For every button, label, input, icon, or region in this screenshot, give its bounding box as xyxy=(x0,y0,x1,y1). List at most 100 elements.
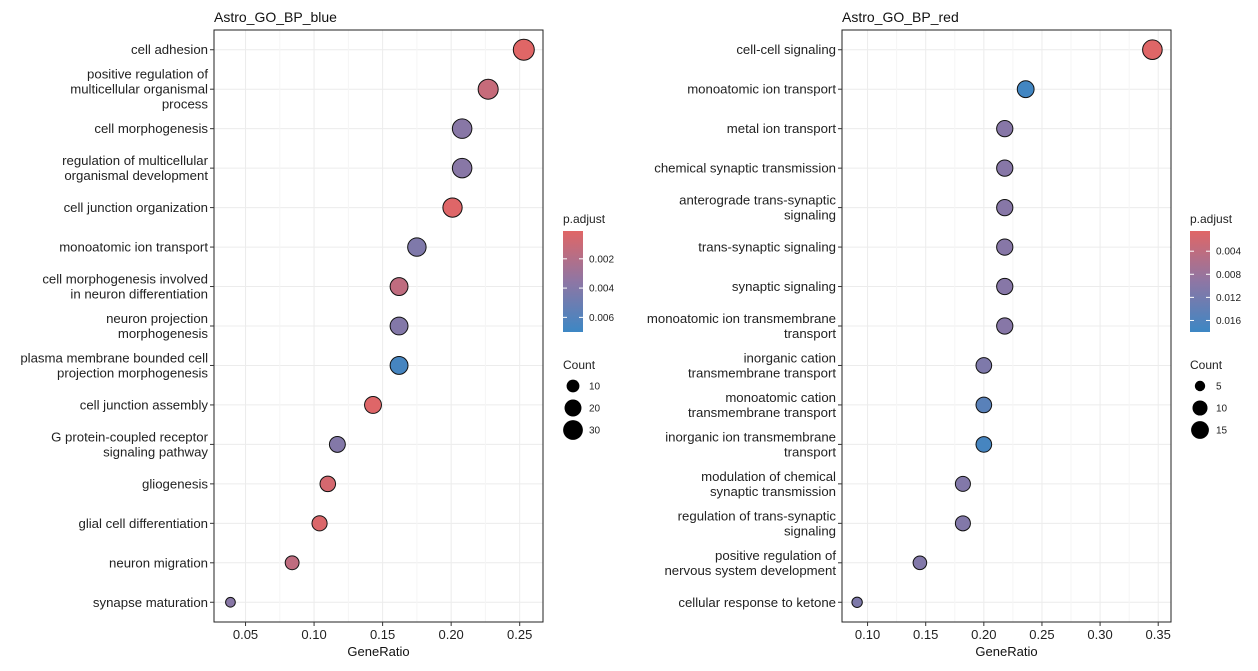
data-point xyxy=(1016,80,1035,99)
size-legend-label: 30 xyxy=(589,426,601,437)
data-point xyxy=(442,197,463,218)
y-tick-label: regulation of multicellular organismal de… xyxy=(62,153,208,183)
x-tick-label: 0.30 xyxy=(1087,627,1112,642)
data-point xyxy=(996,277,1014,296)
data-point xyxy=(996,317,1014,335)
data-point xyxy=(451,157,473,179)
y-tick-label: chemical synaptic transmission xyxy=(654,161,836,176)
panel-title: Astro_GO_BP_red xyxy=(842,9,959,25)
x-axis-title: GeneRatio xyxy=(975,644,1037,659)
y-tick-labels: cell adhesion positive regulation of multi… xyxy=(20,42,214,610)
legend: p.adjust 0.002 0.004 0.006 Count 10 20 30 xyxy=(563,212,614,440)
y-tick-label: cellular response to ketone xyxy=(678,595,836,610)
y-tick-label: cell adhesion xyxy=(131,42,208,57)
x-tick-label: 0.20 xyxy=(971,627,996,642)
y-tick-label: inorganic cation transmembrane transport xyxy=(688,350,836,380)
y-tick-label: monoatomic cation transmembrane transport xyxy=(688,390,836,420)
x-tick-label: 0.05 xyxy=(233,627,258,642)
color-legend-title: p.adjust xyxy=(1190,212,1233,226)
data-point xyxy=(975,436,993,453)
y-tick-label: cell morphogenesis xyxy=(94,121,208,136)
data-point xyxy=(912,555,928,571)
data-point xyxy=(954,515,971,532)
grid xyxy=(214,30,543,622)
y-tick-label: modulation of chemical synaptic transmiss… xyxy=(701,469,836,499)
y-tick-label: plasma membrane bounded cell projection m… xyxy=(20,350,208,380)
data-point xyxy=(451,118,473,139)
color-bar-label: 0.006 xyxy=(589,313,614,324)
size-legend-label: 10 xyxy=(589,382,601,393)
y-tick-label: cell junction organization xyxy=(64,200,208,215)
size-legend-label: 10 xyxy=(1216,404,1228,415)
y-tick-label: G protein-coupled receptor signaling path… xyxy=(51,429,208,459)
color-bar-label: 0.004 xyxy=(589,284,614,295)
size-legend-dot xyxy=(564,399,582,417)
y-tick-label: monoatomic ion transmembrane transport xyxy=(647,311,836,341)
points xyxy=(851,39,1163,608)
color-bar xyxy=(1190,231,1210,332)
data-point xyxy=(851,596,863,608)
size-legend-label: 5 xyxy=(1216,382,1222,393)
x-tick-label: 0.15 xyxy=(370,627,395,642)
x-axis-title: GeneRatio xyxy=(347,644,409,659)
size-legend-dot xyxy=(1194,380,1206,392)
data-point xyxy=(975,396,993,414)
data-point xyxy=(477,78,499,100)
grid xyxy=(842,30,1171,622)
points xyxy=(225,38,535,608)
data-point xyxy=(996,159,1014,177)
x-tick-label: 0.25 xyxy=(1029,627,1054,642)
data-point xyxy=(389,277,409,296)
x-tick-label: 0.10 xyxy=(301,627,326,642)
x-tick-label: 0.35 xyxy=(1146,627,1171,642)
panel-title: Astro_GO_BP_blue xyxy=(214,9,337,25)
data-point xyxy=(996,198,1014,217)
data-point xyxy=(364,395,382,414)
y-tick-label: synapse maturation xyxy=(93,595,208,610)
data-point xyxy=(319,475,337,493)
size-legend-dot xyxy=(1191,421,1209,439)
color-bar-label: 0.016 xyxy=(1216,316,1241,327)
data-point xyxy=(389,356,409,375)
color-bar-label: 0.002 xyxy=(589,254,614,265)
y-tick-label: neuron projection morphogenesis xyxy=(106,311,208,341)
data-point xyxy=(996,120,1014,138)
data-point xyxy=(975,357,993,374)
y-tick-label: inorganic ion transmembrane transport xyxy=(665,429,836,459)
y-tick-label: glial cell differentiation xyxy=(78,516,208,531)
color-bar xyxy=(563,231,583,332)
panel-red: Astro_GO_BP_red cell-cell signaling monoa… xyxy=(647,9,1242,659)
color-bar-label: 0.008 xyxy=(1216,270,1241,281)
y-tick-label: monoatomic ion transport xyxy=(687,82,836,97)
y-tick-label: neuron migration xyxy=(109,555,208,570)
x-tick-label: 0.10 xyxy=(855,627,880,642)
color-bar-label: 0.012 xyxy=(1216,293,1241,304)
y-tick-label: metal ion transport xyxy=(727,121,837,136)
y-tick-label: monoatomic ion transport xyxy=(59,240,208,255)
y-tick-label: cell-cell signaling xyxy=(736,42,836,57)
y-tick-label: synaptic signaling xyxy=(732,279,836,294)
y-tick-labels: cell-cell signaling monoatomic ion transp… xyxy=(647,42,842,610)
data-point xyxy=(389,316,409,336)
data-point xyxy=(512,38,535,61)
legend: p.adjust 0.004 0.008 0.012 0.016 Count 5 10 15 xyxy=(1190,212,1241,439)
x-tick-label: 0.15 xyxy=(913,627,938,642)
data-point xyxy=(407,237,427,257)
color-legend-title: p.adjust xyxy=(563,212,606,226)
x-tick-labels: 0.05 0.10 0.15 0.20 0.25 xyxy=(233,622,532,642)
size-legend-label: 20 xyxy=(589,404,601,415)
size-legend-dot xyxy=(1192,400,1208,416)
data-point xyxy=(225,596,236,608)
data-point xyxy=(311,515,328,532)
size-legend-label: 15 xyxy=(1216,426,1228,437)
y-tick-label: gliogenesis xyxy=(142,476,208,491)
x-tick-label: 0.25 xyxy=(507,627,532,642)
y-tick-label: cell morphogenesis involved in neuron dif… xyxy=(42,272,208,302)
size-legend-dot xyxy=(563,420,583,440)
data-point xyxy=(954,475,971,492)
size-legend-title: Count xyxy=(1190,358,1223,372)
data-point xyxy=(996,238,1014,256)
y-tick-label: positive regulation of multicellular orga… xyxy=(70,67,208,112)
